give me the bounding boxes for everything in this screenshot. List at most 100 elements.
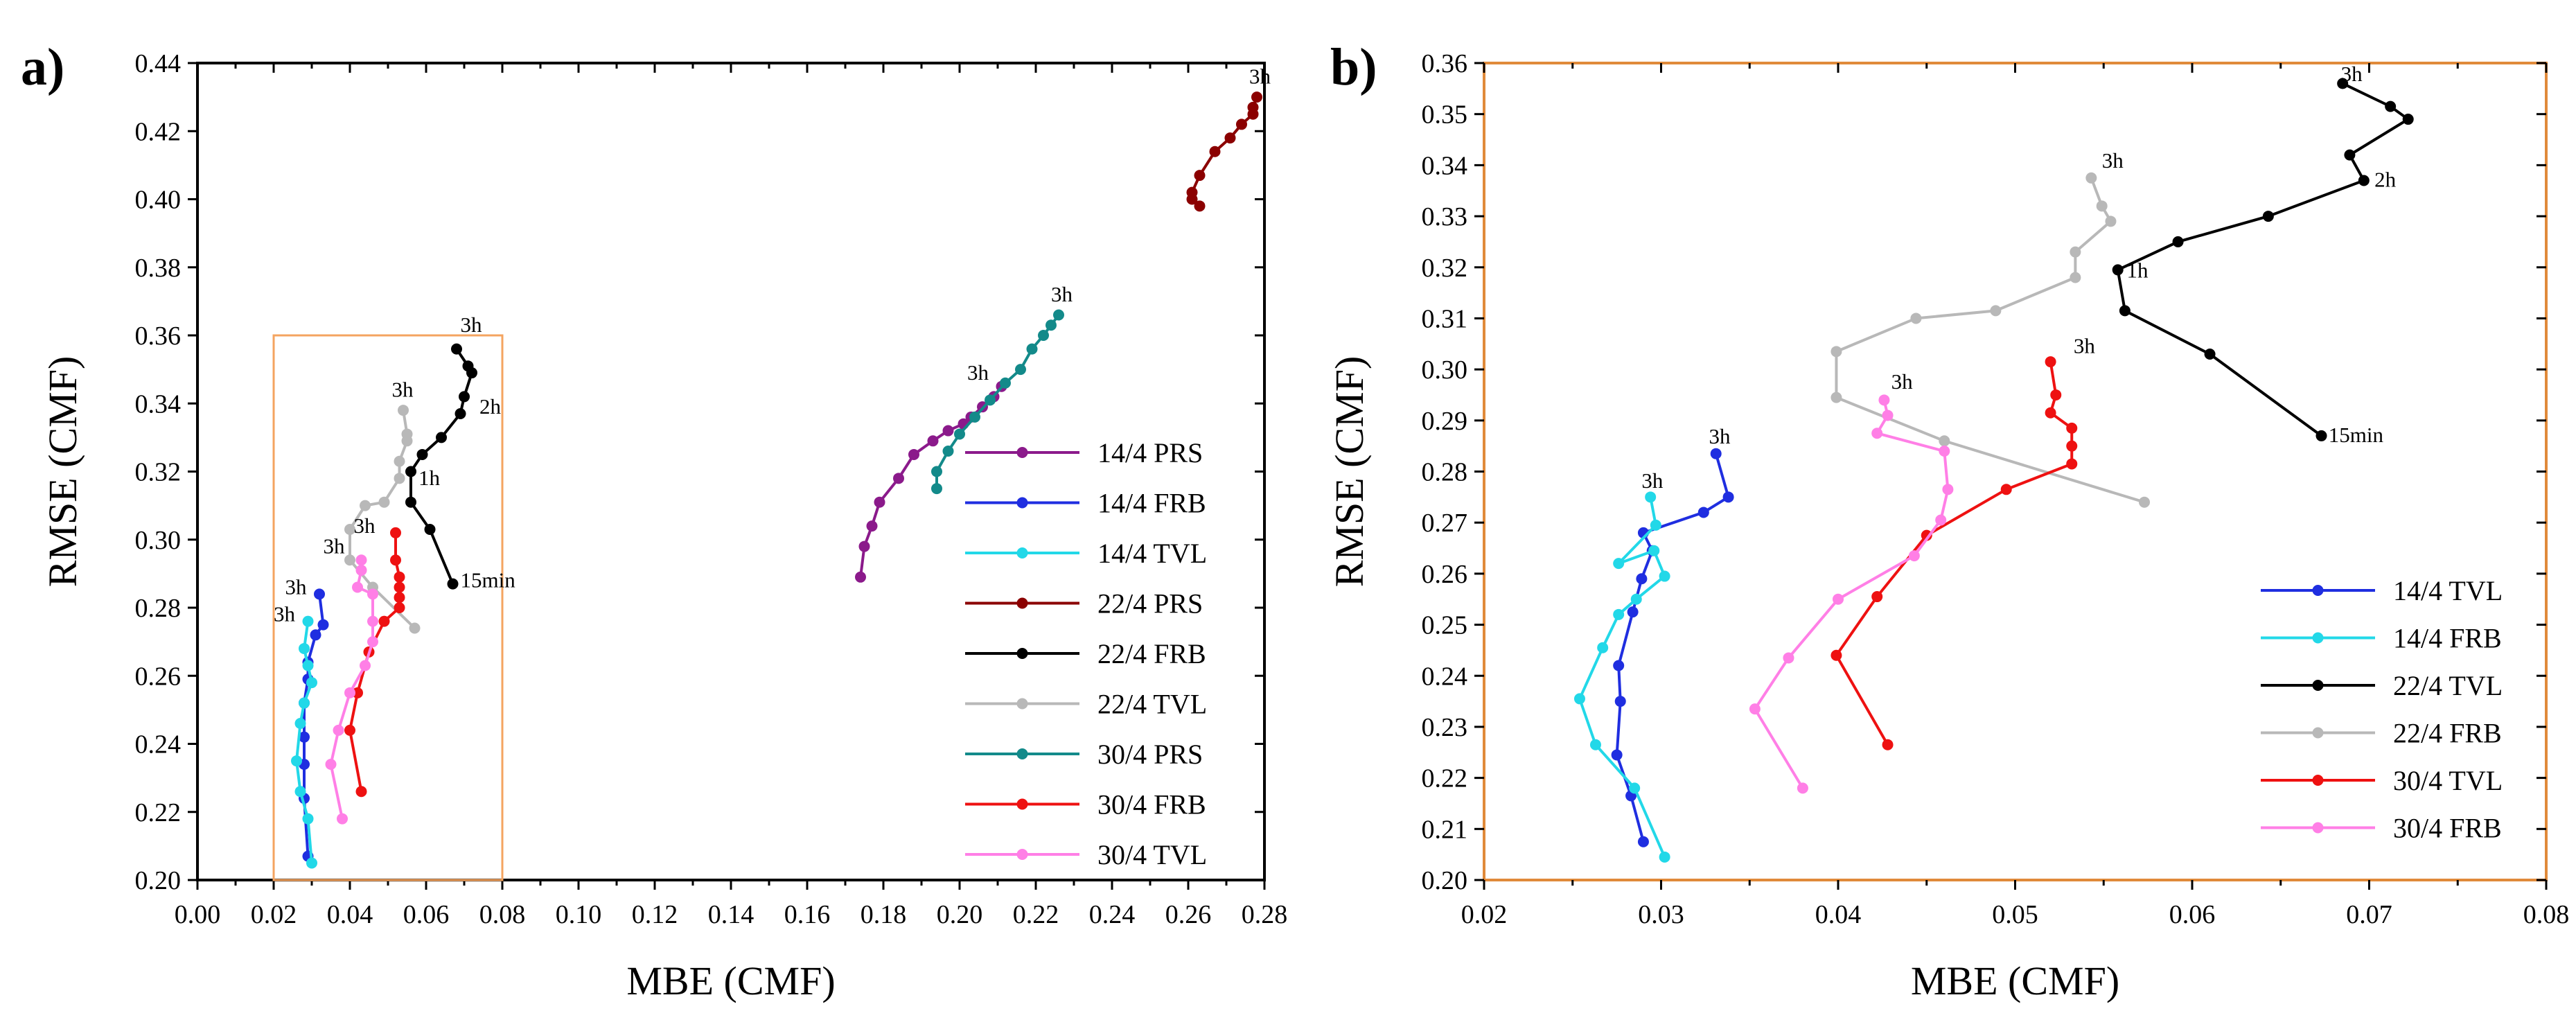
data-point [874, 496, 885, 508]
y-tick-label: 0.20 [135, 866, 182, 895]
annotation-label: 3h [285, 574, 308, 599]
data-point [1613, 608, 1625, 620]
series-22-4-tvl [2112, 78, 2414, 441]
data-point [866, 520, 878, 532]
annotation-label: 3h [1641, 468, 1664, 493]
data-point [424, 524, 436, 536]
data-point [1224, 132, 1236, 144]
data-point [1878, 394, 1890, 406]
x-tick-label: 0.20 [937, 900, 983, 929]
data-point [2139, 496, 2151, 508]
data-point [1015, 364, 1026, 376]
data-point [317, 619, 329, 631]
data-point [390, 554, 401, 566]
data-point [1908, 550, 1920, 562]
data-point [969, 411, 980, 423]
y-tick-label: 0.26 [1422, 560, 1468, 589]
data-point [294, 786, 306, 798]
data-point [405, 496, 416, 508]
data-point [1871, 428, 1883, 439]
data-point [302, 660, 314, 671]
legend-label: 30/4 FRB [1097, 789, 1206, 820]
data-point [1629, 782, 1641, 794]
legend-marker [2312, 680, 2324, 691]
data-point [367, 636, 378, 648]
data-point [1830, 649, 1842, 661]
legend-label: 14/4 PRS [1097, 437, 1203, 468]
data-point [1830, 392, 1842, 403]
legend-marker [1016, 447, 1028, 458]
y-tick-label: 0.40 [135, 186, 182, 215]
data-point [302, 813, 314, 825]
data-point [1830, 346, 1842, 358]
data-point [401, 428, 413, 440]
series-line [935, 314, 1060, 489]
data-point [942, 446, 954, 457]
annotation-label: 3h [967, 360, 989, 385]
data-point [1627, 606, 1639, 618]
data-point [447, 578, 459, 590]
x-tick-label: 0.02 [251, 900, 297, 929]
data-point [855, 571, 866, 583]
data-point [2172, 236, 2184, 247]
data-point [394, 473, 405, 484]
data-point [1910, 313, 1922, 324]
data-point [1236, 118, 1247, 130]
annotation-label: 3h [2074, 334, 2096, 358]
data-point [858, 540, 870, 552]
y-axis-title: RMSE (CMF) [40, 356, 85, 588]
data-point [2204, 349, 2216, 360]
annotation-label: 3h [1709, 424, 1731, 448]
data-point [436, 432, 447, 443]
legend-label: 22/4 TVL [2393, 670, 2503, 701]
y-tick-label: 0.21 [1422, 815, 1468, 844]
data-point [367, 588, 378, 600]
legend-marker [1016, 849, 1028, 860]
y-tick-label: 0.24 [1422, 662, 1468, 691]
data-point [1882, 410, 1894, 421]
data-point [294, 718, 306, 730]
data-point [927, 435, 939, 447]
annotation-label: 3h [461, 313, 483, 337]
y-tick-label: 0.33 [1422, 202, 1468, 231]
annotation-label: 2h [2374, 167, 2397, 191]
data-point [2066, 422, 2078, 434]
legend-marker [1016, 748, 1028, 759]
series-line [859, 385, 1003, 578]
data-point [367, 615, 378, 627]
data-point [1046, 319, 1057, 331]
y-tick-label: 0.25 [1422, 611, 1468, 640]
data-point [1710, 448, 1722, 459]
series-line [1835, 177, 2145, 504]
data-point [1659, 851, 1670, 863]
data-point [355, 564, 367, 576]
data-point [2066, 440, 2078, 452]
data-point [306, 677, 317, 689]
data-point [459, 391, 470, 403]
data-point [1209, 146, 1221, 157]
data-point [1636, 573, 1648, 585]
data-point [2315, 430, 2327, 441]
data-point [1882, 739, 1894, 750]
data-point [394, 581, 405, 593]
y-tick-label: 0.26 [135, 662, 182, 691]
data-point [2000, 484, 2012, 495]
data-point [1611, 749, 1623, 761]
annotation-label: 3h [1051, 282, 1073, 306]
y-tick-label: 0.36 [135, 322, 182, 351]
data-point [405, 466, 416, 477]
legend-marker [1016, 597, 1028, 609]
series-22-4-prs [1186, 91, 1262, 212]
data-point [1749, 703, 1761, 715]
data-point [1645, 491, 1657, 503]
legend-marker [1016, 698, 1028, 710]
data-point [306, 857, 317, 869]
data-point [942, 425, 954, 437]
y-tick-label: 0.38 [135, 254, 182, 283]
data-point [1871, 591, 1883, 603]
data-point [1614, 696, 1626, 707]
data-point [344, 687, 355, 698]
data-point [302, 615, 314, 627]
series-22-4-frb [1830, 172, 2151, 508]
